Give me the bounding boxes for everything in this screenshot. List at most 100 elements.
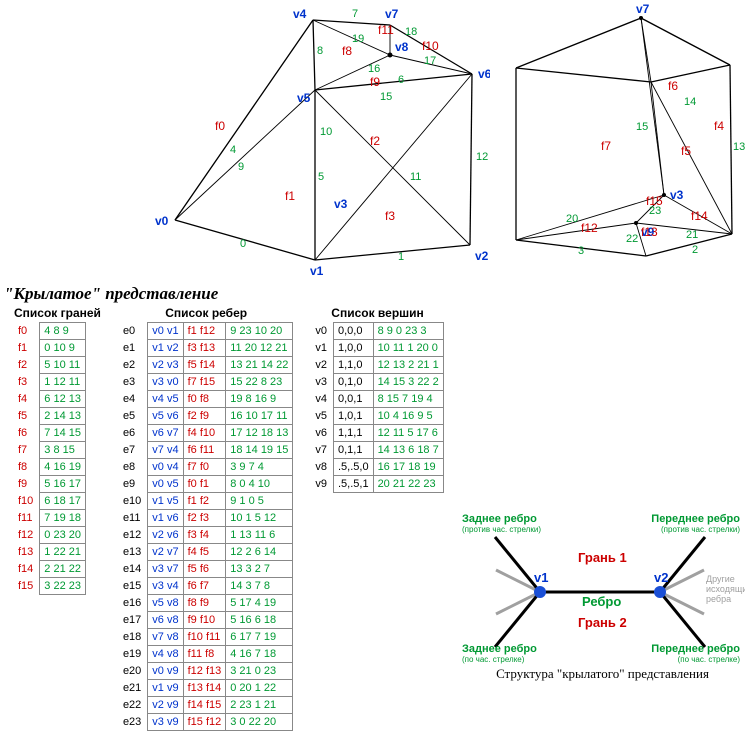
edge-row-id: e11	[119, 510, 148, 527]
face-row-id: f12	[14, 527, 40, 544]
edge-row-wings: 14 3 7 8	[226, 578, 293, 595]
svg-text:5: 5	[318, 171, 324, 183]
svg-text:f14: f14	[691, 209, 708, 223]
edge-row-faces: f3 f13	[183, 340, 226, 357]
edge-row-verts: v2 v3	[148, 357, 183, 374]
edge-row-faces: f1 f12	[183, 323, 226, 340]
svg-text:10: 10	[320, 126, 332, 138]
svg-text:исходящие: исходящие	[706, 584, 745, 594]
edge-row-wings: 5 17 4 19	[226, 595, 293, 612]
edge-row-verts: v3 v4	[148, 578, 183, 595]
edges-table: e0v0 v1f1 f129 23 10 20e1v1 v2f3 f1311 2…	[119, 322, 293, 731]
edge-row-verts: v2 v9	[148, 697, 183, 714]
svg-text:(по час. стрелке): (по час. стрелке)	[678, 655, 741, 664]
edge-row-wings: 13 21 14 22	[226, 357, 293, 374]
svg-text:v3: v3	[670, 188, 684, 202]
faces-column: Список граней f04 8 9f10 10 9f25 10 11f3…	[14, 306, 101, 595]
edge-row-faces: f2 f3	[183, 510, 226, 527]
edge-row-id: e21	[119, 680, 148, 697]
verts-table: v00,0,08 9 0 23 3v11,0,010 11 1 20 0v21,…	[311, 322, 443, 493]
edge-row-faces: f4 f5	[183, 544, 226, 561]
edge-row-id: e1	[119, 340, 148, 357]
svg-text:0: 0	[240, 238, 246, 250]
vert-row-id: v5	[311, 408, 333, 425]
svg-text:13: 13	[733, 141, 745, 153]
edge-row-id: e2	[119, 357, 148, 374]
svg-text:f11: f11	[378, 23, 394, 37]
cube-diagrams: v0v1v2v3v4v5v6v7v80145678910111215161718…	[0, 0, 750, 280]
svg-text:2: 2	[692, 244, 698, 256]
face-row-id: f15	[14, 578, 40, 595]
svg-text:20: 20	[566, 213, 578, 225]
vert-row-id: v1	[311, 340, 333, 357]
vert-row-edges: 14 13 6 18 7	[373, 442, 443, 459]
winged-structure: v1v2Грань 1Грань 2РеброЗаднее ребро(прот…	[460, 502, 745, 681]
face-row-id: f7	[14, 442, 40, 459]
edge-row-id: e13	[119, 544, 148, 561]
face-row-id: f5	[14, 408, 40, 425]
edge-row-verts: v3 v0	[148, 374, 183, 391]
vert-row-coord: .5,.5,1	[333, 476, 373, 493]
svg-text:f3: f3	[385, 209, 395, 223]
svg-text:15: 15	[380, 91, 392, 103]
edge-row-id: e3	[119, 374, 148, 391]
edge-row-id: e15	[119, 578, 148, 595]
face-row-id: f3	[14, 374, 40, 391]
svg-text:19: 19	[352, 33, 364, 45]
edge-row-id: e8	[119, 459, 148, 476]
svg-text:4: 4	[230, 144, 236, 156]
face-row-edges: 0 10 9	[40, 340, 86, 357]
face-row-edges: 3 8 15	[40, 442, 86, 459]
svg-text:16: 16	[368, 63, 380, 75]
svg-text:f1: f1	[285, 189, 295, 203]
svg-text:15: 15	[636, 121, 648, 133]
svg-text:(по час. стрелке): (по час. стрелке)	[462, 655, 525, 664]
edge-row-faces: f7 f15	[183, 374, 226, 391]
svg-text:21: 21	[686, 229, 698, 241]
svg-text:ребра: ребра	[706, 594, 731, 604]
edge-row-faces: f5 f6	[183, 561, 226, 578]
svg-text:f8: f8	[342, 44, 352, 58]
svg-text:(против час. стрелки): (против час. стрелки)	[661, 525, 740, 534]
edge-row-id: e4	[119, 391, 148, 408]
vert-row-coord: 1,0,1	[333, 408, 373, 425]
vert-row-coord: 0,0,1	[333, 391, 373, 408]
svg-text:v3: v3	[334, 197, 348, 211]
verts-column: Список вершин v00,0,08 9 0 23 3v11,0,010…	[311, 306, 443, 493]
face-row-edges: 6 18 17	[40, 493, 86, 510]
edge-row-faces: f13 f14	[183, 680, 226, 697]
edge-row-faces: f7 f0	[183, 459, 226, 476]
verts-header: Список вершин	[311, 306, 443, 320]
edge-row-wings: 6 17 7 19	[226, 629, 293, 646]
edge-row-wings: 11 20 12 21	[226, 340, 293, 357]
faces-header: Список граней	[14, 306, 101, 320]
edge-row-faces: f12 f13	[183, 663, 226, 680]
face-row-id: f10	[14, 493, 40, 510]
cube-left-svg: v0v1v2v3v4v5v6v7v80145678910111215161718…	[120, 0, 490, 280]
edge-row-id: e23	[119, 714, 148, 731]
vert-row-edges: 16 17 18 19	[373, 459, 443, 476]
edge-row-id: e7	[119, 442, 148, 459]
svg-text:3: 3	[578, 245, 584, 257]
svg-text:Другие: Другие	[706, 574, 735, 584]
svg-text:22: 22	[626, 233, 638, 245]
svg-text:11: 11	[410, 171, 421, 183]
edge-row-verts: v2 v6	[148, 527, 183, 544]
svg-text:f4: f4	[714, 119, 724, 133]
face-row-id: f1	[14, 340, 40, 357]
edge-row-id: e17	[119, 612, 148, 629]
edge-row-faces: f9 f10	[183, 612, 226, 629]
winged-svg: v1v2Грань 1Грань 2РеброЗаднее ребро(прот…	[460, 502, 745, 667]
svg-text:Грань 1: Грань 1	[578, 550, 627, 565]
vert-row-coord: 1,1,0	[333, 357, 373, 374]
edge-row-verts: v6 v8	[148, 612, 183, 629]
edge-row-faces: f14 f15	[183, 697, 226, 714]
edge-row-id: e19	[119, 646, 148, 663]
vert-row-edges: 8 15 7 19 4	[373, 391, 443, 408]
face-row-id: f8	[14, 459, 40, 476]
edge-row-faces: f1 f2	[183, 493, 226, 510]
edge-row-id: e20	[119, 663, 148, 680]
edge-row-id: e0	[119, 323, 148, 340]
vert-row-edges: 14 15 3 22 2	[373, 374, 443, 391]
face-row-id: f14	[14, 561, 40, 578]
